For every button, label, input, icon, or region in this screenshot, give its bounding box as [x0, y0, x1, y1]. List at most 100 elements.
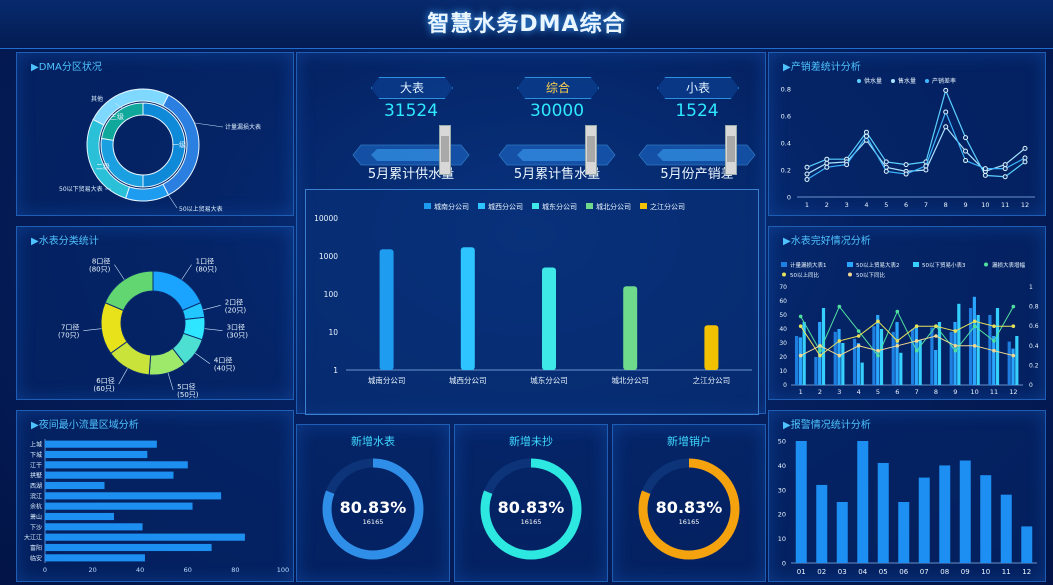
legend-swatch [640, 203, 647, 209]
y-tick-label: 1000 [319, 252, 338, 261]
health-bar [972, 296, 976, 385]
alarm-bar-chart: 0 10 20 30 40 50 01 02 03 04 05 06 07 08 09 10 11 12 [778, 438, 1037, 576]
x-tick-label: 城东分公司 [530, 375, 568, 385]
scrollbar[interactable] [725, 125, 737, 175]
scrollbar-thumb[interactable] [727, 136, 735, 162]
donut-count: (30只) [227, 332, 249, 340]
night-flow-bar [45, 502, 193, 510]
gauge-title: 新增未抄 [509, 435, 553, 448]
health-point [1011, 304, 1016, 309]
outer-ring-segment [86, 118, 131, 199]
donut-leader-line [167, 372, 174, 391]
x-tick-label: 城北分公司 [611, 376, 649, 385]
gauge-count: 16165 [679, 518, 700, 526]
ring-outer-label: 50以上贸易大表 [179, 205, 223, 213]
health-bar [976, 315, 980, 385]
night-flow-category: 富阳 [30, 544, 42, 552]
branch-bar [379, 249, 394, 370]
gauge-ring: 80.83%16165 [322, 458, 424, 560]
night-flow-bar [45, 492, 222, 500]
meter-health-combo-chart: 计量漏损大表1 50以上贸易大表2 50以下贸易小表3 漏损大表增幅 50以上同比 50以… [779, 261, 1038, 396]
health-point [876, 348, 880, 353]
health-bar [841, 343, 845, 385]
scrollbar-thumb[interactable] [587, 136, 595, 162]
night-flow-category: 临安 [30, 554, 42, 562]
ring-leader-line [166, 192, 178, 209]
health-point [914, 339, 919, 343]
x-tick-label: 03 [838, 568, 847, 576]
donut-leader-line [195, 353, 211, 364]
health-point [934, 324, 938, 328]
series-point [824, 164, 830, 170]
health-bar [957, 303, 961, 385]
alarm-bar [959, 460, 971, 563]
donut-label: 6口径 [96, 376, 114, 385]
panel-center: 大表 31524 5月累计供水量 综合 30000 5月累计售水量 小表 1524 5月份产销差… [296, 52, 766, 415]
night-flow-category: 下城 [30, 452, 42, 459]
alarm-bar [1021, 526, 1033, 563]
panel-dma-zone: ▶DMA分区状况 一级 二级 三级 其他 计量漏损大表 50以上贸易大表 50以下贸易大表 [16, 52, 294, 216]
health-point [934, 334, 938, 338]
x-tick-label: 10 [971, 388, 979, 396]
gauge-percent: 80.83% [656, 498, 723, 517]
x-tick-label: 80 [231, 566, 239, 574]
legend-label: 城北分公司 [596, 202, 631, 211]
health-point [856, 344, 861, 348]
series-point [1022, 145, 1028, 151]
series-line [806, 110, 1026, 180]
x-tick-label: 02 [817, 568, 826, 576]
donut-count: (20只) [225, 306, 247, 314]
donut-segment [104, 270, 154, 312]
branch-bar [542, 267, 556, 370]
scrollbar[interactable] [439, 125, 451, 175]
panel-title: ▶夜间最小流量区域分析 [31, 420, 139, 431]
y-tick-label: 30 [779, 340, 787, 347]
ring-outer-label: 计量漏损大表 [225, 123, 261, 131]
health-point [914, 324, 919, 328]
x-tick-label: 5 [876, 388, 880, 396]
page-title: 智慧水务DMA综合 [427, 12, 626, 37]
health-bar [1011, 348, 1015, 385]
ring-inner-label: 一级 [172, 140, 186, 149]
alarm-bar [1000, 494, 1012, 563]
donut-count: (40只) [214, 365, 236, 373]
legend-swatch [532, 203, 539, 209]
health-bar [968, 308, 973, 385]
night-flow-bar [45, 440, 157, 448]
night-flow-bar [45, 512, 115, 521]
y-tick-label: 70 [779, 284, 787, 291]
alarm-bar [816, 484, 828, 563]
scrollbar[interactable] [585, 125, 597, 175]
night-flow-bar [45, 554, 145, 562]
night-flow-bar [45, 543, 212, 552]
y-tick-label: 50 [778, 438, 786, 446]
health-bar [798, 337, 802, 385]
x-tick-label: 7 [924, 201, 928, 209]
x-tick-label: 0 [43, 566, 47, 574]
gauge-count: 16165 [363, 518, 384, 526]
health-point [837, 304, 842, 309]
y-tick-label: 10000 [314, 214, 338, 223]
x-tick-label: 2 [818, 388, 822, 396]
stat-value: 30000 [529, 101, 585, 121]
branch-bar [460, 247, 475, 370]
y-tick-label: 60 [779, 298, 787, 305]
health-point [818, 344, 822, 348]
health-bar [937, 322, 942, 385]
alarm-bar [980, 475, 992, 563]
health-bar [953, 322, 957, 385]
stat-caption: 5月份产销差 [660, 167, 734, 182]
scrollbar-thumb[interactable] [441, 136, 449, 162]
y-tick-label: 40 [778, 462, 786, 470]
gauge-percent: 80.83% [498, 498, 565, 517]
y-tick-label: 0 [787, 194, 791, 202]
legend-swatch [781, 262, 787, 267]
health-bar [794, 336, 799, 385]
night-flow-category: 下沙 [30, 524, 42, 531]
x-tick-label: 7 [915, 388, 919, 396]
ring-outer-label: 50以下贸易大表 [59, 185, 103, 193]
donut-label: 5口径 [177, 382, 195, 391]
night-flow-category: 江干 [30, 462, 42, 469]
legend-label: 50以下贸易小表3 [922, 261, 966, 269]
